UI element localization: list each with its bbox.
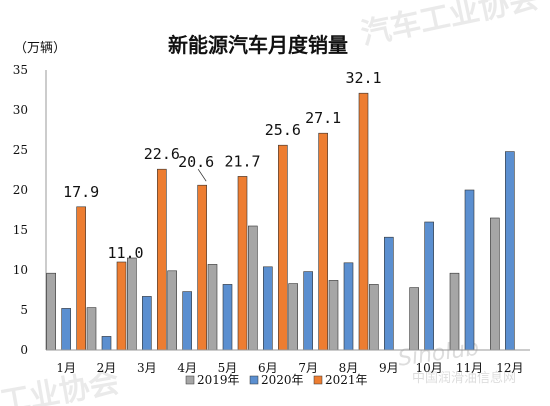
bar-2020年-5月 bbox=[222, 284, 233, 351]
x-tick-label: 7月 bbox=[298, 361, 318, 375]
bar-2020年-9月 bbox=[384, 236, 394, 351]
data-label: 11.0 bbox=[107, 244, 143, 262]
bar-2020年-8月 bbox=[343, 262, 354, 351]
bar-2021年-5月 bbox=[237, 176, 248, 351]
data-label: 32.1 bbox=[345, 69, 381, 87]
y-tick-label: 0 bbox=[20, 343, 28, 357]
bar-2019年-3月 bbox=[127, 257, 137, 351]
data-label: 17.9 bbox=[63, 183, 99, 201]
x-tick-label: 5月 bbox=[218, 361, 238, 375]
bar-2021年-7月 bbox=[318, 132, 328, 351]
bar-2020年-7月 bbox=[303, 271, 313, 351]
legend-swatch bbox=[249, 375, 259, 385]
bar-2020年-12月 bbox=[505, 151, 515, 351]
x-axis: 1月 2月 3月 4月 5月 6月 7月 8月 9月 10月 11月 12月 bbox=[46, 349, 530, 375]
y-tick-label: 5 bbox=[20, 303, 28, 317]
data-label: 20.6 bbox=[178, 153, 214, 171]
bar-2019年-1月 bbox=[46, 272, 56, 351]
bar-2019年-2月 bbox=[86, 307, 97, 351]
x-tick-label: 10月 bbox=[416, 361, 443, 375]
bar-2019年-10月 bbox=[409, 287, 419, 351]
bar-2020年-4月 bbox=[182, 291, 192, 351]
x-tick-label: 1月 bbox=[56, 361, 76, 375]
bar-2019年-11月 bbox=[449, 272, 460, 351]
bar-2020年-11月 bbox=[464, 189, 475, 351]
legend: 2019年 2020年 2021年 bbox=[185, 373, 368, 387]
bar-2020年-1月 bbox=[61, 308, 71, 351]
bar-2021年-2月 bbox=[116, 261, 127, 351]
data-label: 21.7 bbox=[224, 152, 260, 170]
y-tick-label: 15 bbox=[13, 223, 28, 237]
bar-2021年-1月 bbox=[76, 206, 86, 351]
x-tick-label: 12月 bbox=[496, 361, 523, 375]
bar-2019年-7月 bbox=[288, 283, 298, 351]
bar-2021年-8月 bbox=[358, 92, 369, 351]
y-tick-label: 20 bbox=[13, 183, 28, 197]
bar-2021年-3月 bbox=[157, 168, 167, 351]
bar-2020年-2月 bbox=[101, 336, 112, 351]
bar-2021年-6月 bbox=[278, 144, 288, 351]
data-label: 25.6 bbox=[265, 121, 301, 139]
bar-2019年-6月 bbox=[248, 225, 258, 351]
bar-2019年-8月 bbox=[328, 280, 339, 351]
x-tick-label: 4月 bbox=[177, 361, 197, 375]
watermark-site-text: 中国润滑油信息网 bbox=[412, 370, 516, 386]
data-label-leader bbox=[197, 168, 207, 182]
x-tick-label: 6月 bbox=[258, 361, 278, 375]
plot-area: 17.9 11.0 22.620.6 21.7 25.627.1 32.1 bbox=[46, 69, 515, 351]
bar-2019年-12月 bbox=[490, 217, 500, 351]
x-tick-label: 9月 bbox=[379, 361, 399, 375]
bar-2021年-4月 bbox=[197, 184, 207, 351]
y-tick-label: 35 bbox=[13, 63, 28, 77]
watermark-top-text: 汽车工业协会 bbox=[358, 0, 541, 52]
legend-label: 2019年 bbox=[197, 373, 240, 387]
legend-label: 2020年 bbox=[261, 373, 304, 387]
legend-label: 2021年 bbox=[325, 373, 368, 387]
x-tick-label: 3月 bbox=[137, 361, 157, 375]
bar-2020年-10月 bbox=[424, 221, 434, 351]
x-tick-label: 11月 bbox=[456, 361, 483, 375]
bar-2019年-9月 bbox=[369, 284, 379, 351]
y-tick-label: 10 bbox=[13, 263, 28, 277]
legend-swatch bbox=[313, 375, 323, 385]
bar-2020年-3月 bbox=[142, 296, 152, 351]
bar-2020年-6月 bbox=[263, 266, 273, 351]
chart-title: 新能源汽车月度销量 bbox=[168, 33, 348, 57]
y-tick-label: 25 bbox=[13, 143, 28, 157]
y-tick-label: 30 bbox=[13, 103, 28, 117]
x-tick-label: 2月 bbox=[97, 361, 117, 375]
data-label: 22.6 bbox=[144, 145, 180, 163]
bar-2019年-5月 bbox=[207, 264, 218, 351]
data-label: 27.1 bbox=[305, 109, 341, 127]
y-axis: 0 5 10 15 20 25 30 35 bbox=[13, 63, 47, 357]
y-axis-unit: （万辆） bbox=[14, 41, 66, 56]
bar-2019年-4月 bbox=[167, 270, 177, 351]
x-tick-label: 8月 bbox=[339, 361, 359, 375]
legend-swatch bbox=[185, 375, 195, 385]
